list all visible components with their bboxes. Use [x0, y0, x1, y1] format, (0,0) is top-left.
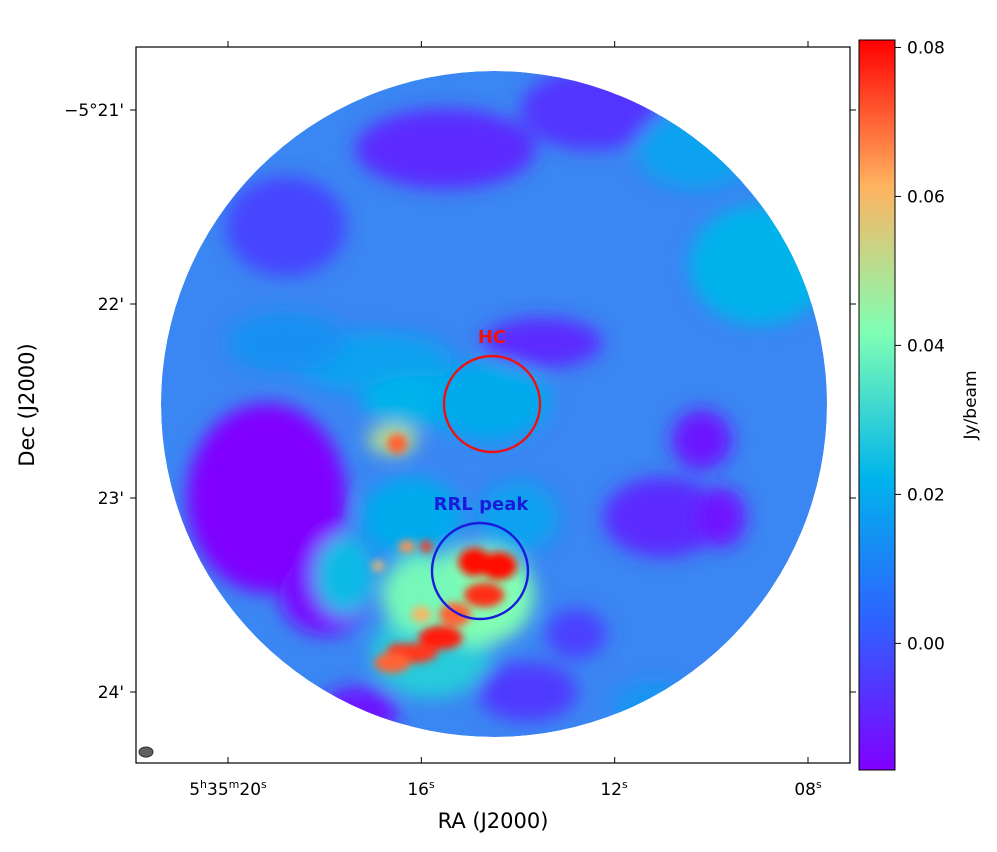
colorbar-tick-label-3: 0.06: [907, 187, 945, 207]
heatmap-blob-0: [186, 403, 347, 593]
heatmap-peak-2: [464, 583, 505, 607]
heatmap-blob-22: [478, 482, 558, 553]
colorbar-tick-label-4: 0.08: [907, 38, 945, 58]
colorbar: [858, 39, 896, 771]
heatmap-peak-8: [420, 540, 433, 553]
heatmap-blob-16: [226, 312, 346, 373]
heatmap-field: [161, 71, 827, 737]
hc-circle: [442, 354, 542, 454]
heatmap-peak-1: [480, 551, 517, 580]
heatmap-peak-11: [411, 606, 432, 623]
heatmap-blob-5: [482, 317, 603, 368]
heatmap-peak-3: [439, 602, 472, 627]
colorbar-tick-label-2: 0.04: [907, 336, 945, 356]
heatmap-blob-18: [429, 361, 549, 441]
y-tick-label-0: −5°21': [64, 101, 124, 121]
x-tick-label-2: 12s: [600, 778, 628, 800]
heatmap-blob-11: [226, 176, 346, 277]
heatmap-blob-3: [355, 108, 536, 189]
y-axis-ticks: [130, 109, 856, 693]
rrl-peak-circle: [430, 521, 530, 621]
colorbar-label: Jy/beam: [961, 370, 981, 440]
heatmap-blob-10: [546, 608, 606, 659]
plot-frame: [135, 46, 851, 764]
x-axis-label: RA (J2000): [438, 809, 549, 833]
heatmap-features: [186, 71, 827, 737]
heatmap-peak-7: [387, 435, 408, 452]
heatmap-peak-9: [398, 540, 415, 553]
x-tick-label-3: 08s: [794, 778, 822, 800]
heatmap-peak-4: [418, 625, 463, 650]
x-axis-ticks: [227, 41, 809, 763]
heatmap-blob-21: [314, 535, 374, 616]
heatmap-blob-6: [603, 477, 723, 558]
rrl-peak-label: RRL peak: [434, 494, 530, 515]
y-tick-label-3: 24': [98, 683, 124, 703]
colorbar-tick-label-0: 0.00: [907, 634, 945, 654]
hc-label: HC: [478, 327, 506, 348]
heatmap-blob-19: [361, 477, 462, 558]
colorbar-ticks: 0.00 0.02 0.04 0.06 0.08: [895, 38, 945, 654]
heatmap-peak-10: [371, 560, 384, 571]
y-tick-label-2: 23': [98, 489, 124, 509]
heatmap-blob-7: [671, 409, 732, 470]
x-tick-label-1: 16s: [407, 778, 435, 800]
x-tick-label-0: 5h35m20s: [189, 778, 267, 800]
y-axis-label: Dec (J2000): [15, 343, 39, 466]
heatmap-blob-9: [477, 662, 578, 722]
heatmap-blob-8: [696, 487, 746, 548]
colorbar-tick-label-1: 0.02: [907, 485, 945, 505]
heatmap-peaks: [371, 433, 517, 673]
beam-ellipse: [138, 746, 154, 758]
y-tick-label-1: 22': [98, 295, 124, 315]
heatmap-peak-6: [374, 652, 411, 673]
